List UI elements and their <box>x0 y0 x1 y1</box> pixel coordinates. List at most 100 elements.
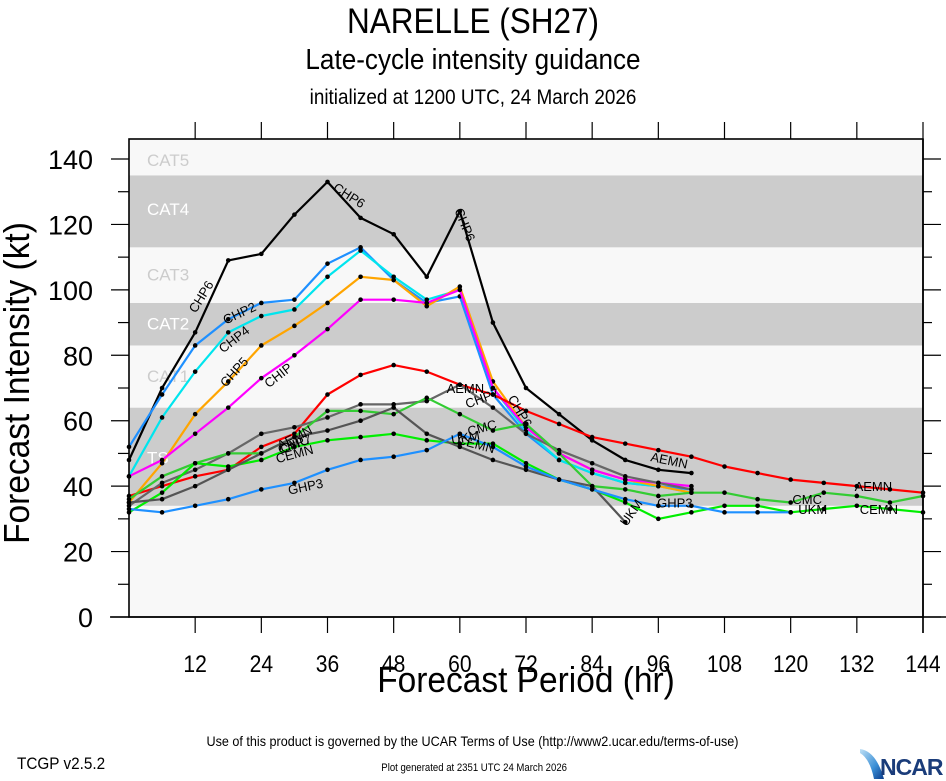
data-point-ghp3 <box>788 510 793 515</box>
data-point-chp5 <box>192 411 198 417</box>
data-point-chp7 <box>622 474 628 479</box>
data-point-cmc <box>689 490 694 495</box>
data-point-cmc <box>854 493 860 499</box>
y-tick-label: 20 <box>63 538 93 568</box>
data-point-ukm <box>225 467 231 473</box>
series-label-cmc: CMC <box>466 417 498 439</box>
x-tick-label: 12 <box>183 651 206 678</box>
series-line-chp4 <box>128 249 692 494</box>
x-axis-label: Forecast Period (hr) <box>377 661 675 700</box>
data-point-chp6 <box>523 385 529 391</box>
x-tick-label: 36 <box>316 651 339 678</box>
data-point-aemn <box>192 474 198 479</box>
data-point-chp2 <box>159 392 165 397</box>
data-point-chp4 <box>556 457 562 463</box>
data-point-ghp3 <box>159 510 165 515</box>
data-point-chp7 <box>259 431 264 437</box>
data-point-chp7 <box>490 405 496 410</box>
data-point-cmc <box>622 487 628 492</box>
data-point-chp6 <box>159 385 165 391</box>
y-axis-label: Forecast Intensity (kt) <box>0 222 37 544</box>
band-label-cat3: CAT3 <box>147 266 189 285</box>
y-tick-label: 40 <box>63 472 93 502</box>
data-point-chip <box>622 477 628 482</box>
data-point-cemn <box>689 510 694 515</box>
data-point-chp6 <box>589 438 595 443</box>
data-point-ghp3 <box>192 503 198 509</box>
data-point-ghp3 <box>325 467 330 473</box>
data-point-chp5 <box>358 274 363 280</box>
data-point-ghp3 <box>391 454 396 460</box>
data-point-chp6 <box>457 209 463 214</box>
y-tick-label: 100 <box>48 276 93 306</box>
data-point-cemn <box>622 500 628 505</box>
data-point-ukm <box>523 467 529 473</box>
data-point-cemn <box>755 503 760 509</box>
data-point-cemn <box>821 506 827 512</box>
chart-init-time: initialized at 1200 UTC, 24 March 2026 <box>309 86 637 109</box>
data-point-ghp3 <box>523 464 529 469</box>
data-point-ghp3 <box>292 480 297 486</box>
data-point-aemn <box>788 477 793 482</box>
data-point-cemn <box>192 460 198 466</box>
data-point-chp6 <box>192 330 198 335</box>
band-cat2 <box>129 302 923 346</box>
x-tick-label: 72 <box>514 651 537 678</box>
data-point-ukm <box>159 496 165 502</box>
data-point-cmc <box>556 451 562 456</box>
x-tick-label: 120 <box>773 651 808 678</box>
version-label: TCGP v2.5.2 <box>17 754 106 773</box>
data-point-chip <box>358 297 363 302</box>
data-point-chip <box>192 431 198 437</box>
data-point-cmc <box>722 490 727 495</box>
data-point-aemn <box>656 447 661 453</box>
data-point-cemn <box>325 438 330 443</box>
data-point-cmc <box>490 428 496 433</box>
data-point-chp7 <box>689 487 694 492</box>
data-point-ukm <box>424 431 430 437</box>
data-point-cmc <box>391 411 396 417</box>
data-point-chp7 <box>457 382 463 388</box>
data-point-aemn <box>854 483 860 489</box>
data-point-aemn <box>622 441 628 446</box>
series-label-ukm: UKM <box>798 502 827 517</box>
y-tick-label: 60 <box>63 407 93 437</box>
data-point-aemn <box>424 369 430 374</box>
band-cat3 <box>129 247 923 303</box>
data-point-chp6 <box>622 457 628 463</box>
data-point-cmc <box>656 493 661 499</box>
data-point-aemn <box>490 392 496 397</box>
band-label-cat5: CAT5 <box>147 151 189 170</box>
data-point-ukm <box>589 483 595 489</box>
data-point-ukm <box>490 457 496 463</box>
band-cat1 <box>129 345 923 408</box>
data-point-cemn <box>523 460 529 466</box>
data-point-aemn <box>755 470 760 476</box>
series-label-ukm: UKM <box>450 428 481 448</box>
series-line-chp6 <box>128 180 692 475</box>
data-point-chip <box>225 405 231 410</box>
data-point-cemn <box>854 503 860 509</box>
data-point-chip <box>159 457 165 463</box>
data-point-chp4 <box>424 297 430 302</box>
data-point-chp2 <box>292 297 297 302</box>
data-point-aemn <box>689 454 694 460</box>
band-cat5 <box>129 139 923 176</box>
category-bands <box>129 139 923 617</box>
data-point-chp7 <box>391 402 396 407</box>
data-point-chp5 <box>292 323 297 329</box>
data-point-chp4 <box>589 470 595 476</box>
data-point-ukm <box>457 444 463 450</box>
data-point-ghp3 <box>358 457 363 463</box>
series-line-ukm <box>128 406 627 523</box>
data-point-cemn <box>722 503 727 509</box>
data-point-chp6 <box>391 231 396 237</box>
band-label-cat2: CAT2 <box>147 315 189 334</box>
data-point-chp7 <box>292 424 297 430</box>
data-point-chp4 <box>325 274 330 280</box>
y-tick-label: 80 <box>63 341 93 371</box>
data-point-chp4 <box>391 274 396 280</box>
data-point-cemn <box>887 506 893 512</box>
series-label-aemn: AEMN <box>447 381 485 396</box>
data-point-chp7 <box>656 480 661 486</box>
